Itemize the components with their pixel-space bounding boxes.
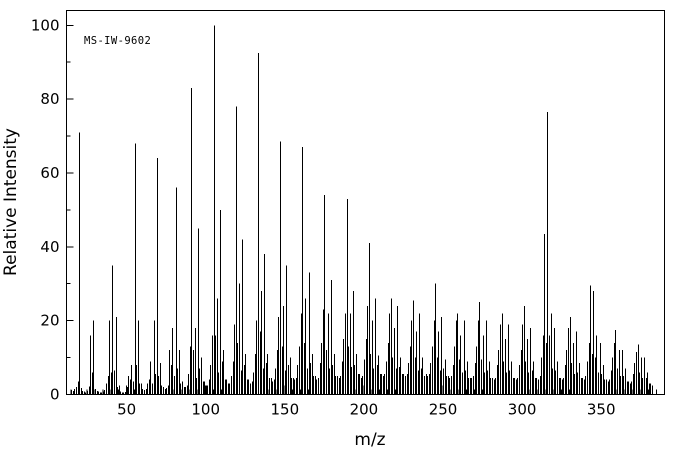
y-axis-tick-labels: 0 20 40 60 80 100: [31, 16, 60, 403]
x-tick-label: 300: [508, 401, 537, 419]
x-axis-title: m/z: [354, 430, 385, 450]
y-axis-ticks: [66, 24, 74, 395]
y-tick-label: 60: [40, 164, 59, 182]
y-tick-label: 0: [50, 386, 60, 404]
plot-frame: [65, 9, 666, 396]
x-tick-label: 100: [191, 401, 220, 419]
x-axis-tick-labels: 50 100 150 200 250 300 350: [117, 401, 615, 419]
x-tick-label: 200: [350, 401, 379, 419]
y-tick-label: 80: [40, 90, 59, 108]
peak-bars: [71, 25, 653, 395]
x-tick-label: 50: [117, 401, 136, 419]
x-tick-label: 350: [587, 401, 616, 419]
series-label: MS-IW-9602: [84, 35, 151, 47]
y-tick-label: 20: [40, 312, 59, 330]
y-tick-label: 100: [31, 16, 60, 34]
y-axis-title: Relative Intensity: [1, 128, 21, 276]
x-tick-label: 250: [429, 401, 458, 419]
x-tick-label: 150: [270, 401, 299, 419]
y-tick-label: 40: [40, 238, 59, 256]
